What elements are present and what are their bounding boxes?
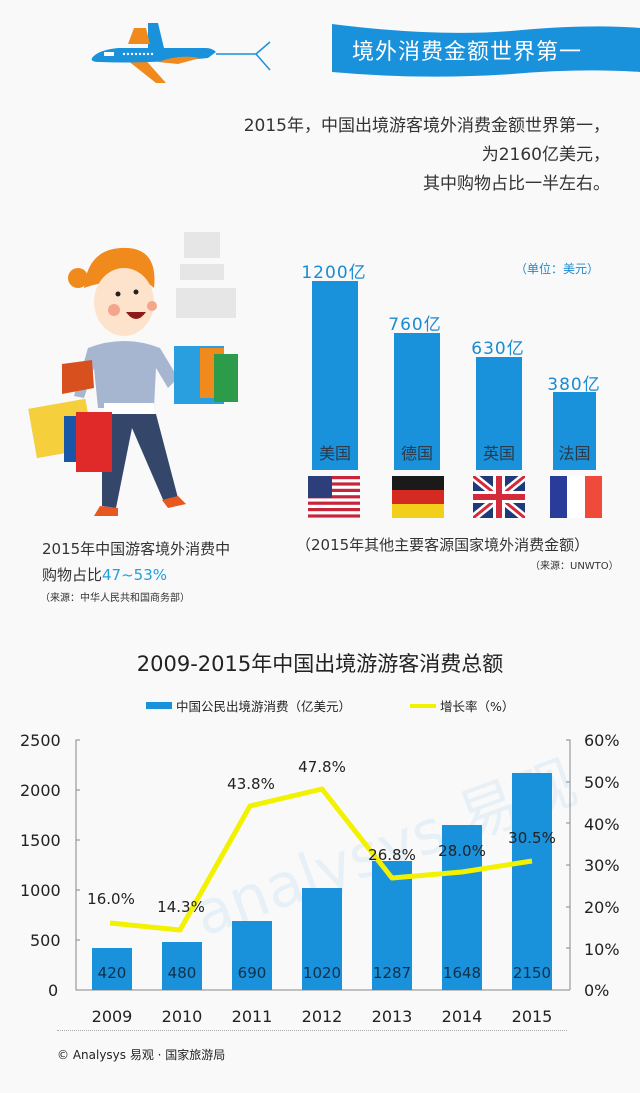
legend-line: 增长率（%）: [410, 696, 514, 715]
bar-usa: 美国: [312, 281, 358, 470]
intro-line: 其中购物占比一半左右。: [423, 174, 610, 194]
country-chart-caption: （2015年其他主要客源国家境外消费金额）: [296, 536, 590, 554]
bar-value: 2150: [512, 964, 552, 982]
legend-line-swatch: [410, 703, 436, 708]
y-right-tick: 40%: [584, 815, 620, 834]
bar-country-name: 法国: [558, 444, 591, 463]
bar-2010: 480: [162, 942, 202, 990]
legend-bar-swatch: [146, 702, 172, 709]
footer-divider: [57, 1030, 567, 1031]
legend-bar: 中国公民出境游消费（亿美元）: [146, 696, 351, 715]
bar-value-label: 760亿: [388, 315, 442, 335]
legend-line-label: 增长率（%）: [440, 699, 515, 714]
bar-value-label: 1200亿: [301, 263, 367, 283]
bar-value: 1020: [302, 964, 342, 982]
caption-line2: 购物占比: [42, 566, 103, 584]
intro-line: 2015年，中国出境游客境外消费金额世界第一，: [243, 116, 610, 136]
caption-line1: 2015年中国游客境外消费中: [42, 540, 231, 558]
bar-2012: 1020: [302, 888, 342, 990]
us-flag-icon: [308, 476, 360, 518]
bar-value-label: 380亿: [547, 375, 601, 395]
trend-chart-title: 2009-2015年中国出境游游客消费总额: [136, 652, 504, 676]
bar-country-name: 美国: [318, 444, 351, 463]
growth-label: 16.0%: [87, 890, 135, 908]
bar-country-name: 德国: [400, 444, 433, 463]
bar-value: 420: [97, 964, 127, 982]
y-left-tick: 1500: [20, 831, 61, 850]
bar-value: 1648: [442, 964, 482, 982]
bar-uk: 英国: [476, 357, 522, 470]
x-tick: 2011: [231, 1007, 273, 1026]
y-left-tick: 2000: [20, 781, 61, 800]
y-left-tick: 500: [30, 931, 61, 950]
shopping-caption: 2015年中国游客境外消费中 购物占比47~53%: [42, 536, 230, 588]
title-banner: 境外消费金额世界第一: [322, 20, 640, 78]
germany-flag-icon: [392, 476, 444, 518]
bar-country-name: 英国: [482, 444, 515, 463]
bar-value: 690: [237, 964, 267, 982]
france-flag-icon: [550, 476, 602, 518]
x-tick: 2015: [511, 1007, 553, 1026]
growth-label: 30.5%: [508, 829, 556, 847]
legend-bar-label: 中国公民出境游消费（亿美元）: [176, 699, 352, 714]
growth-label: 28.0%: [438, 842, 486, 860]
airplane-icon: [91, 23, 271, 83]
y-right-tick: 20%: [584, 898, 620, 917]
y-right-tick: 30%: [584, 856, 620, 875]
growth-label: 14.3%: [157, 898, 205, 916]
growth-label: 43.8%: [227, 775, 275, 793]
shopping-source: （来源：中华人民共和国商务部）: [40, 593, 190, 604]
y-right-tick: 50%: [584, 773, 620, 792]
footer-source: © Analysys 易观 · 国家旅游局: [57, 1048, 226, 1062]
x-tick: 2009: [91, 1007, 133, 1026]
bar-2013: 1287: [372, 861, 412, 990]
x-tick: 2012: [301, 1007, 343, 1026]
x-tick: 2014: [441, 1007, 483, 1026]
growth-label: 26.8%: [368, 846, 416, 864]
bar-value-label: 630亿: [471, 339, 525, 359]
bar-2011: 690: [232, 921, 272, 990]
y-right-tick: 60%: [584, 731, 620, 750]
country-chart-source: （来源：UNWTO）: [530, 561, 619, 572]
bar-2014: 1648: [442, 825, 482, 990]
shopping-woman-illustration: [28, 232, 238, 516]
growth-label: 47.8%: [298, 758, 346, 776]
bar-2009: 420: [92, 948, 132, 990]
bar-value: 480: [167, 964, 197, 982]
uk-flag-icon: [473, 476, 525, 518]
intro-text: 2015年，中国出境游客境外消费金额世界第一， 为2160亿美元， 其中购物占比…: [244, 112, 610, 199]
intro-line: 为2160亿美元，: [481, 145, 610, 165]
banner-title: 境外消费金额世界第一: [352, 40, 583, 65]
unit-label: （单位：美元）: [515, 262, 600, 276]
shopping-share-highlight: 47~53%: [102, 566, 168, 584]
x-tick: 2010: [161, 1007, 203, 1026]
y-right-tick: 0%: [584, 981, 610, 1000]
bar-germany: 德国: [394, 333, 440, 470]
y-left-tick: 1000: [20, 881, 61, 900]
bar-value: 1287: [372, 964, 412, 982]
y-right-tick: 10%: [584, 940, 620, 959]
x-tick: 2013: [371, 1007, 413, 1026]
bar-france: 法国: [553, 392, 596, 470]
y-left-tick: 2500: [20, 731, 61, 750]
bar-2015: 2150: [512, 773, 552, 990]
y-left-tick: 0: [48, 981, 59, 1000]
